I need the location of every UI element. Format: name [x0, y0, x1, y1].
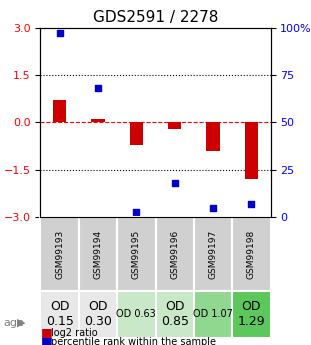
Text: ■: ■: [40, 335, 52, 345]
Text: age: age: [3, 318, 24, 327]
Point: [249, 201, 254, 207]
Point: [134, 209, 139, 214]
FancyBboxPatch shape: [117, 290, 156, 338]
Point: [95, 86, 100, 91]
Point: [57, 30, 62, 36]
Bar: [245, 122, 258, 179]
FancyBboxPatch shape: [194, 290, 232, 338]
Text: GSM99193: GSM99193: [55, 229, 64, 279]
Text: ▶: ▶: [17, 318, 26, 327]
Text: OD
1.29: OD 1.29: [238, 300, 265, 328]
Text: GSM99196: GSM99196: [170, 229, 179, 279]
Text: GSM99198: GSM99198: [247, 229, 256, 279]
FancyBboxPatch shape: [79, 217, 117, 290]
FancyBboxPatch shape: [232, 217, 271, 290]
Bar: [53, 100, 66, 122]
Text: GSM99194: GSM99194: [94, 229, 102, 278]
Text: OD
0.85: OD 0.85: [161, 300, 189, 328]
Point: [211, 205, 216, 210]
Bar: [130, 122, 143, 145]
Text: OD 0.63: OD 0.63: [116, 309, 156, 319]
Text: log2 ratio: log2 ratio: [51, 328, 98, 338]
FancyBboxPatch shape: [156, 217, 194, 290]
FancyBboxPatch shape: [232, 290, 271, 338]
Bar: [206, 122, 220, 151]
FancyBboxPatch shape: [156, 290, 194, 338]
Text: GSM99197: GSM99197: [209, 229, 217, 279]
FancyBboxPatch shape: [117, 217, 156, 290]
Title: GDS2591 / 2278: GDS2591 / 2278: [93, 10, 218, 25]
Text: GSM99195: GSM99195: [132, 229, 141, 279]
FancyBboxPatch shape: [40, 290, 79, 338]
FancyBboxPatch shape: [194, 217, 232, 290]
Text: OD
0.30: OD 0.30: [84, 300, 112, 328]
Text: OD 1.07: OD 1.07: [193, 309, 233, 319]
Point: [172, 180, 177, 186]
Text: percentile rank within the sample: percentile rank within the sample: [51, 337, 216, 345]
Bar: [91, 119, 105, 122]
Text: ■: ■: [40, 326, 52, 339]
FancyBboxPatch shape: [40, 217, 79, 290]
Bar: [168, 122, 181, 129]
FancyBboxPatch shape: [79, 290, 117, 338]
Text: OD
0.15: OD 0.15: [46, 300, 73, 328]
